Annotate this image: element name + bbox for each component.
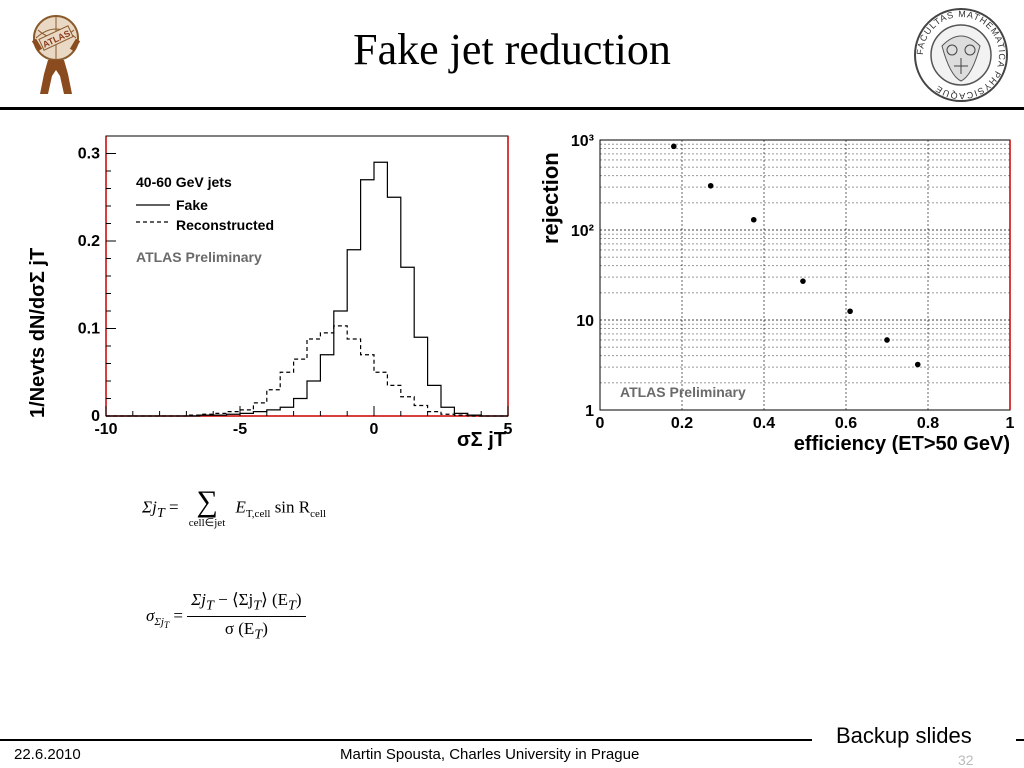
footer-author: Martin Spousta, Charles University in Pr… (340, 746, 640, 763)
x-tick-label: 0.4 (753, 415, 775, 432)
atlas-preliminary-label-left: ATLAS Preliminary (136, 249, 262, 265)
footer-rule (0, 739, 812, 741)
rejection-efficiency-chart: 0 0.2 0.4 0.6 0.8 1 1 10 10² 10³ ATLAS Preliminar… (538, 133, 1015, 455)
formula-sum-lhs: Σj (142, 497, 157, 517)
formula-sum-sub: cell∈jet (188, 517, 226, 529)
y-tick-label: 0.1 (78, 321, 100, 338)
series-fake-histogram (106, 161, 508, 417)
x-tick-label: 1 (1006, 415, 1015, 432)
y-tick-label: 1 (585, 403, 594, 420)
chart-title: 40-60 GeV jets (136, 174, 232, 190)
legend-reconstructed-label: Reconstructed (176, 217, 274, 233)
y-tick-label: 0.2 (78, 233, 100, 250)
plot-frame (599, 139, 1011, 411)
formula-sum-term: E (235, 497, 246, 517)
y-tick-label: 10² (571, 223, 594, 240)
legend-fake-label: Fake (176, 197, 208, 213)
data-point (884, 337, 890, 343)
formula-sigma-num: Σj (191, 590, 206, 609)
x-tick-label: -10 (94, 421, 117, 438)
title-rule (0, 107, 1024, 110)
faculty-seal-logo: FACULTAS MATHEMATICA PHYSICAQUE (914, 8, 1008, 102)
formula-sum-sin-sub: cell (310, 507, 327, 520)
slide-title: Fake jet reduction (353, 25, 671, 74)
formula-sigma-num-end: ⟩ (E (261, 590, 289, 609)
sigma-distribution-chart: -10 -5 0 5 0 0.1 0.2 0.3 40-60 GeV jets Fake Re… (27, 135, 513, 451)
data-point (750, 216, 757, 223)
sigma-formula: σΣjT = ΣjT − ⟨ΣjT⟩ (ET) σ (ET) (146, 590, 306, 644)
y-tick-label: 10³ (571, 133, 594, 150)
y-axis-label-dn: 1/Nevts dN/dσΣ jT (27, 248, 49, 418)
footer-date: 22.6.2010 (14, 746, 81, 763)
y-tick-label: 0.3 (78, 146, 100, 163)
footer-rule-right (1016, 739, 1024, 741)
x-tick-label: 0 (596, 415, 605, 432)
data-point (914, 361, 921, 368)
footer-section: Backup slides (836, 723, 972, 748)
sum-jt-formula: ΣjT = ∑ cell∈jet ET,cell sin Rcell (142, 485, 327, 530)
x-tick-label: 0 (370, 421, 379, 438)
x-tick-label: 0.2 (671, 415, 693, 432)
formula-sigma-num-mid: − ⟨Σj (213, 590, 254, 609)
page-number: 32 (958, 752, 974, 768)
data-point (671, 143, 677, 150)
x-tick-label: 0.6 (835, 415, 857, 432)
y-tick-label: 0 (91, 408, 100, 425)
x-axis-label-efficiency: efficiency (ET>50 GeV) (794, 433, 1010, 455)
atlas-logo: ATLAS (31, 15, 81, 94)
data-point (707, 182, 714, 189)
data-point (800, 278, 806, 284)
series-reconstructed-histogram (106, 325, 508, 417)
atlas-preliminary-label-right: ATLAS Preliminary (620, 384, 746, 400)
y-tick-label: 10 (576, 313, 594, 330)
x-tick-label: -5 (233, 421, 247, 438)
x-tick-label: 5 (504, 421, 513, 438)
y-axis-label-rejection: rejection (538, 152, 563, 244)
formula-sum-term-sub: T,cell (245, 507, 271, 520)
formula-sigma-den: σ (E (224, 619, 255, 639)
x-axis-label-sigma: σΣ jT (457, 429, 506, 451)
data-point (847, 308, 853, 315)
formula-sum-sin: sin R (274, 497, 311, 517)
x-tick-label: 0.8 (917, 415, 939, 432)
